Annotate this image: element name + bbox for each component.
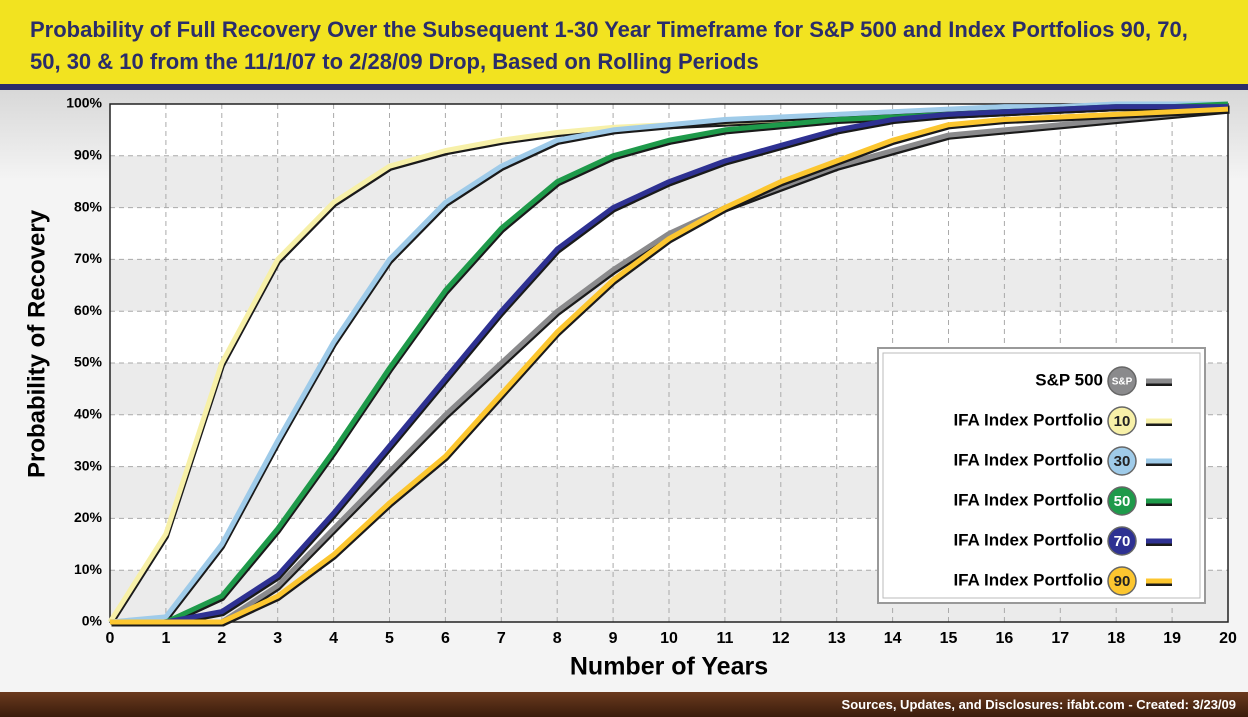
legend-label: IFA Index Portfolio [953,490,1103,509]
x-tick-label: 0 [106,630,115,647]
y-tick-label: 40% [74,406,103,422]
y-tick-label: 70% [74,250,103,266]
line-shadow [111,110,1230,627]
legend-box [877,347,1206,604]
x-tick-label: 15 [940,630,958,647]
legend-label: IFA Index Portfolio [953,450,1103,469]
legend-badge-label: 30 [1114,453,1131,470]
legend-label: IFA Index Portfolio [953,570,1103,589]
x-tick-label: 10 [660,630,678,647]
x-tick-label: 9 [609,630,618,647]
x-tick-label: 3 [273,630,282,647]
line [109,101,1228,625]
x-tick-label: 20 [1219,630,1237,647]
y-tick-label: 60% [74,302,103,318]
footer: Sources, Updates, and Disclosures: ifabt… [0,692,1248,717]
x-tick-label: 11 [716,630,733,647]
legend-badge [1107,366,1137,396]
x-tick-label: 18 [1107,630,1125,647]
y-axis-label: Probability of Recovery [23,209,50,478]
legend-label: S&P 500 [1035,370,1103,389]
x-tick-label: 1 [161,630,170,647]
legend-badge-label: 90 [1114,573,1131,590]
x-tick-label: 2 [217,630,226,647]
legend-label: IFA Index Portfolio [953,530,1103,549]
line-shadow [111,108,1230,627]
legend-badge [1107,446,1137,476]
x-tick-label: 16 [996,630,1014,647]
legend-badge-label: 70 [1114,533,1131,550]
y-tick-label: 80% [74,198,103,214]
line [110,104,1228,625]
legend-box-inner [882,352,1201,599]
x-axis-label: Number of Years [570,653,768,681]
legend-badge [1107,486,1137,516]
y-tick-label: 50% [74,354,103,370]
y-tick-label: 100% [66,95,102,111]
x-tick-label: 6 [441,630,450,647]
x-tick-label: 12 [772,630,790,647]
y-tick-label: 10% [74,561,103,577]
legend-label: IFA Index Portfolio [953,410,1103,429]
x-tick-label: 14 [884,630,902,647]
legend-badge [1107,566,1137,596]
y-tick-label: 20% [74,509,103,525]
legend-badge-label: 50 [1114,493,1131,510]
x-tick-label: 4 [329,630,338,647]
x-tick-label: 13 [828,630,846,647]
x-tick-label: 7 [497,630,506,647]
plot-area: 0%10%20%30%40%50%60%70%80%90%100%0 1 2 3 4 5 6… [66,95,1237,648]
legend-badge [1107,526,1137,556]
legend-badge-label: 10 [1114,413,1131,430]
y-tick-label: 30% [74,457,103,473]
x-tick-label: 5 [385,630,394,647]
x-tick-label: 19 [1163,630,1181,647]
line [110,106,1229,625]
x-tick-label: 8 [553,630,562,647]
y-tick-label: 0% [82,613,103,629]
chart-title: Probability of Full Recovery Over the Su… [0,0,1248,90]
legend-badge [1107,406,1137,436]
y-tick-label: 90% [74,147,103,163]
plot-frame [109,103,1229,623]
legend-badge-label: S&P [1112,377,1133,388]
x-tick-label: 17 [1051,630,1069,647]
line [110,106,1229,625]
